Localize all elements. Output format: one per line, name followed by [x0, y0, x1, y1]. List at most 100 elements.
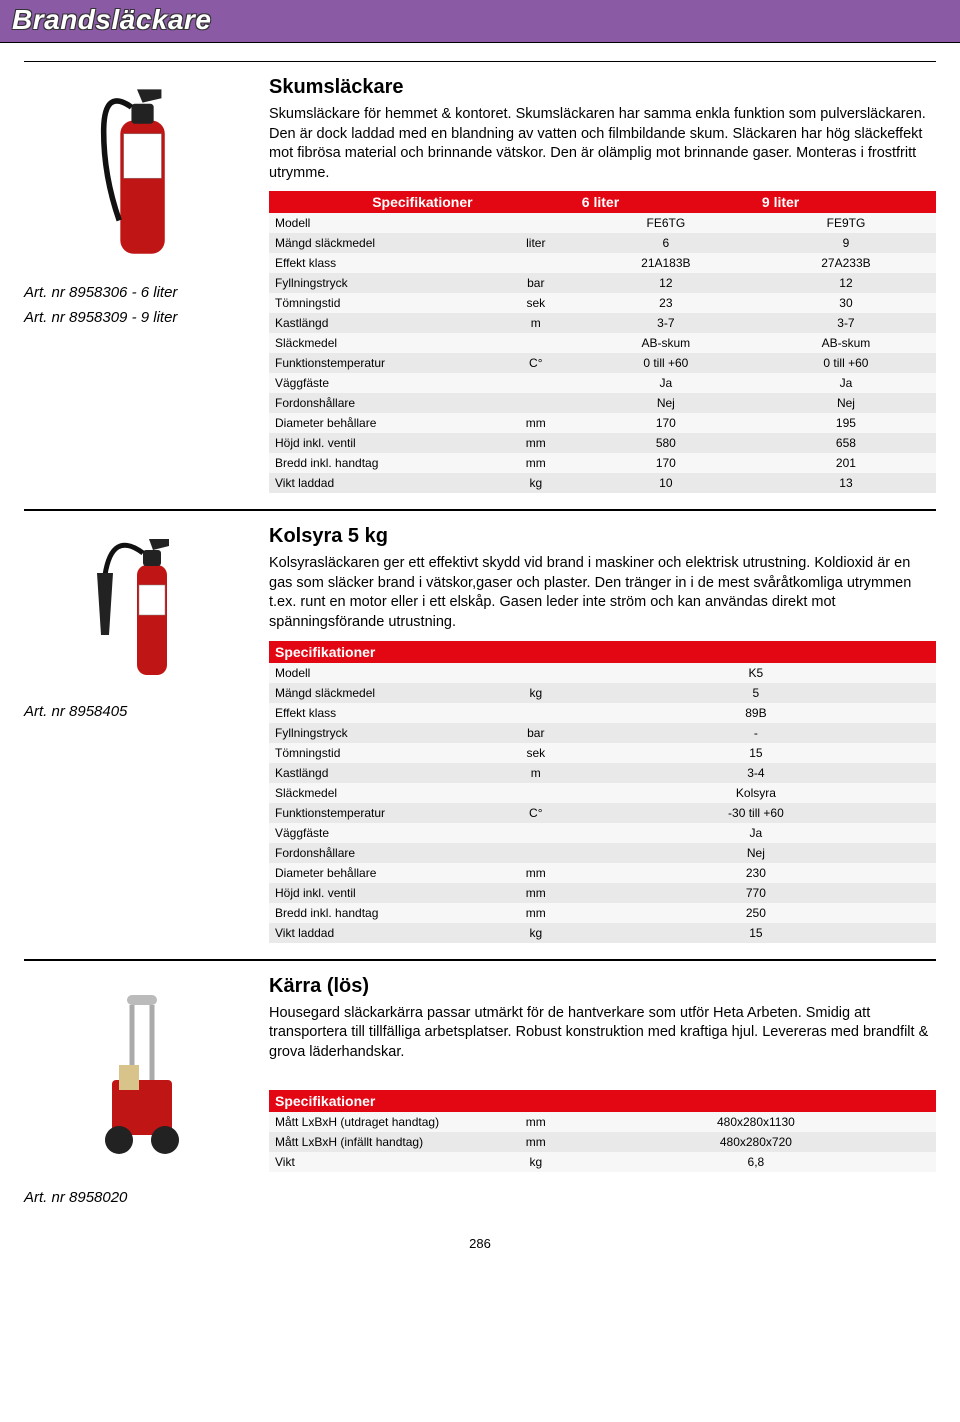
table-row: Tömningstidsek15 [269, 743, 936, 763]
table-row: Effekt klass21A183B27A233B [269, 253, 936, 273]
spec-unit: C° [496, 353, 576, 373]
spec-label: Bredd inkl. handtag [269, 903, 496, 923]
spec-value: 9 [756, 233, 936, 253]
spec-value: 580 [576, 433, 756, 453]
spec-unit: sek [496, 743, 576, 763]
spec-value: -30 till +60 [576, 803, 936, 823]
skum-art-1: Art. nr 8958306 - 6 liter [24, 284, 249, 301]
spec-unit: kg [496, 1152, 576, 1172]
spec-unit [496, 703, 576, 723]
spec-value: FE6TG [576, 213, 756, 233]
spec-unit [496, 783, 576, 803]
spec-unit: kg [496, 683, 576, 703]
spec-label: Mått LxBxH (infällt handtag) [269, 1132, 496, 1152]
spec-unit: C° [496, 803, 576, 823]
section-kolsyra: Art. nr 8958405 Kolsyra 5 kg Kolsyrasläc… [24, 525, 936, 960]
spec-value: Ja [576, 373, 756, 393]
spec-value: Nej [576, 393, 756, 413]
table-row: Effekt klass89B [269, 703, 936, 723]
spec-unit: kg [496, 473, 576, 493]
spec-label: Diameter behållare [269, 863, 496, 883]
kolsyra-spec-header: Specifikationer [269, 641, 936, 663]
table-row: FunktionstemperaturC°-30 till +60 [269, 803, 936, 823]
skum-spec-header: Specifikationer 6 liter 9 liter [269, 191, 936, 213]
spec-value: 480x280x720 [576, 1132, 936, 1152]
karra-spec-table: Specifikationer Mått LxBxH (utdraget han… [269, 1090, 936, 1172]
skum-art-2: Art. nr 8958309 - 9 liter [24, 309, 249, 326]
table-row: VäggfästeJaJa [269, 373, 936, 393]
spec-value: 27A233B [756, 253, 936, 273]
spec-label: Kastlängd [269, 313, 496, 333]
table-row: Kastlängdm3-73-7 [269, 313, 936, 333]
spec-value: K5 [576, 663, 936, 683]
spec-unit: m [496, 313, 576, 333]
kolsyra-spec-header-label: Specifikationer [269, 641, 936, 663]
karra-image [62, 975, 212, 1165]
table-row: VäggfästeJa [269, 823, 936, 843]
spec-value: AB-skum [576, 333, 756, 353]
kolsyra-image [62, 525, 212, 695]
spec-unit [496, 823, 576, 843]
spec-label: Mängd släckmedel [269, 233, 496, 253]
table-row: Vikt laddadkg15 [269, 923, 936, 943]
spec-label: Modell [269, 663, 496, 683]
spec-label: Tömningstid [269, 293, 496, 313]
spec-label: Släckmedel [269, 333, 496, 353]
spec-value: Nej [576, 843, 936, 863]
spec-value: 12 [756, 273, 936, 293]
spec-value: Kolsyra [576, 783, 936, 803]
spec-value: Ja [576, 823, 936, 843]
spec-value: 23 [576, 293, 756, 313]
page-banner: Brandsläckare [0, 0, 960, 43]
spec-value: 30 [756, 293, 936, 313]
spec-unit [496, 213, 576, 233]
spec-value: AB-skum [756, 333, 936, 353]
table-row: Höjd inkl. ventilmm770 [269, 883, 936, 903]
page-body: Art. nr 8958306 - 6 liter Art. nr 895830… [0, 43, 960, 1271]
section-karra: Art. nr 8958020 Kärra (lös) Housegard sl… [24, 975, 936, 1222]
spec-label: Vikt [269, 1152, 496, 1172]
kolsyra-desc: Kolsyrasläckaren ger ett effektivt skydd… [269, 554, 936, 632]
spec-value: - [576, 723, 936, 743]
spec-unit [496, 333, 576, 353]
table-row: Modell FE6TGFE9TG [269, 213, 936, 233]
spec-value: FE9TG [756, 213, 936, 233]
table-row: Mått LxBxH (infällt handtag)mm480x280x72… [269, 1132, 936, 1152]
spec-label: Fyllningstryck [269, 723, 496, 743]
spec-value: 170 [576, 453, 756, 473]
table-row: Fyllningstryckbar1212 [269, 273, 936, 293]
kolsyra-art: Art. nr 8958405 [24, 703, 249, 720]
spec-unit: mm [496, 883, 576, 903]
spec-label: Funktionstemperatur [269, 803, 496, 823]
table-row: Tömningstidsek2330 [269, 293, 936, 313]
karra-desc: Housegard släckarkärra passar utmärkt fö… [269, 1004, 936, 1063]
spec-label: Effekt klass [269, 253, 496, 273]
spec-label: Fyllningstryck [269, 273, 496, 293]
skum-right: Skumsläckare Skumsläckare för hemmet & k… [269, 76, 936, 493]
spec-unit: mm [496, 863, 576, 883]
table-row: Mått LxBxH (utdraget handtag)mm480x280x1… [269, 1112, 936, 1132]
spec-unit: kg [496, 923, 576, 943]
skum-col-b: 9 liter [756, 191, 936, 213]
kolsyra-left: Art. nr 8958405 [24, 525, 249, 942]
spec-value: 15 [576, 923, 936, 943]
table-row: Modell K5 [269, 663, 936, 683]
spec-unit: mm [496, 433, 576, 453]
table-row: Mängd släckmedelkg5 [269, 683, 936, 703]
spec-value: 13 [756, 473, 936, 493]
spec-unit [496, 373, 576, 393]
spec-label: Effekt klass [269, 703, 496, 723]
spec-label: Modell [269, 213, 496, 233]
spec-label: Vikt laddad [269, 473, 496, 493]
spec-label: Höjd inkl. ventil [269, 883, 496, 903]
karra-right: Kärra (lös) Housegard släckarkärra passa… [269, 975, 936, 1206]
spec-value: Ja [756, 373, 936, 393]
spec-label: Diameter behållare [269, 413, 496, 433]
spec-unit [496, 843, 576, 863]
spec-unit: bar [496, 273, 576, 293]
spec-value: 0 till +60 [576, 353, 756, 373]
table-row: SläckmedelKolsyra [269, 783, 936, 803]
table-row: Diameter behållaremm170195 [269, 413, 936, 433]
spec-value: 3-7 [576, 313, 756, 333]
table-row: Viktkg6,8 [269, 1152, 936, 1172]
